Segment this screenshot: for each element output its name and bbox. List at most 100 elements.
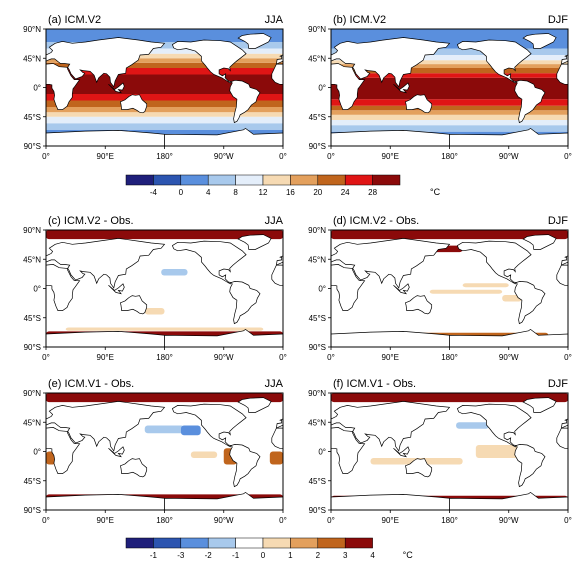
x-tick-label: 0° (564, 353, 572, 362)
x-tick-label: 0° (42, 353, 50, 362)
colorbar-label: 0 (179, 188, 184, 197)
sst-band (46, 112, 283, 117)
continent (449, 127, 568, 146)
continent (271, 427, 283, 449)
continent (237, 234, 272, 250)
continent (46, 37, 166, 88)
continent (404, 458, 433, 478)
continent (331, 427, 366, 474)
x-tick-label: 180° (156, 152, 173, 161)
continent (164, 491, 283, 510)
y-tick-label: 45°N (23, 418, 41, 427)
y-tick-label: 90°S (309, 142, 326, 151)
colorbar-swatch (235, 174, 264, 186)
continent (393, 283, 410, 295)
bias-patch (190, 451, 218, 458)
colorbar-label: 12 (259, 188, 268, 197)
colorbar-swatch (153, 174, 182, 186)
x-tick-label: 0° (42, 516, 50, 525)
continent (46, 427, 81, 474)
continent (331, 264, 366, 311)
colorbar-label: -1 (232, 551, 240, 560)
colorbar-swatch (153, 537, 182, 549)
sst-band (331, 99, 568, 106)
continent (164, 127, 283, 146)
colorbar-swatch (180, 537, 209, 549)
colorbar-swatch (290, 537, 319, 549)
colorbar-swatch (207, 537, 236, 549)
season-label: JJA (265, 14, 284, 26)
y-tick-label: 0° (318, 84, 326, 93)
bias-patch (180, 425, 201, 436)
colorbar-swatch (290, 174, 319, 186)
continent (393, 82, 410, 94)
y-tick-label: 45°N (308, 54, 326, 63)
sst-band (46, 94, 283, 101)
sst-band (331, 120, 568, 126)
y-tick-label: 45°N (308, 418, 326, 427)
colorbar-label: 24 (341, 188, 350, 197)
x-tick-label: 0° (279, 353, 287, 362)
bias-patch (462, 283, 509, 288)
bias-patch (429, 289, 503, 294)
sst-band (46, 53, 283, 59)
x-tick-label: 0° (327, 353, 335, 362)
continent (271, 264, 283, 286)
colorbar-unit: °C (403, 550, 414, 560)
x-tick-label: 0° (279, 516, 287, 525)
y-tick-label: 90°S (309, 506, 326, 515)
continent (456, 240, 532, 285)
sst-band (331, 105, 568, 111)
sst-band (331, 60, 568, 65)
y-tick-label: 90°S (24, 142, 41, 151)
bias-patch (144, 425, 185, 434)
x-tick-label: 0° (564, 152, 572, 161)
y-tick-label: 90°N (23, 226, 41, 235)
map-panel-4: (d) ICM.V2 - Obs. DJF 0° 90°E 180° 90°W 0° 90°N… (308, 215, 572, 362)
colorbar-label: -1 (150, 551, 158, 560)
map-panel-3: (c) ICM.V2 - Obs. JJA 0° 90°E 180° 90°W 0° 90°N… (23, 215, 287, 362)
map-plot-area (331, 393, 568, 510)
colorbar-label: 4 (206, 188, 211, 197)
continent (449, 328, 568, 347)
map-panel-2: (b) ICM.V2 DJF 0° 90°E 180° 90°W 0° 90°N 45°N 0° 4… (308, 14, 572, 161)
y-tick-label: 0° (33, 84, 41, 93)
continent (514, 281, 546, 325)
sst-band (331, 73, 568, 78)
y-tick-label: 0° (33, 285, 41, 294)
map-plot-area (331, 29, 568, 146)
map-plot-area (46, 29, 283, 146)
season-label: JJA (265, 215, 284, 227)
panel-title: (e) ICM.V1 - Obs. (48, 378, 134, 390)
bias-patch (144, 308, 165, 315)
continent (237, 33, 272, 49)
continent (46, 494, 165, 510)
panel-title: (b) ICM.V2 (333, 14, 386, 26)
colorbar-swatch (372, 174, 401, 186)
x-tick-label: 90°E (382, 152, 399, 161)
continent (275, 418, 283, 429)
season-label: DJF (548, 378, 568, 390)
continent (556, 63, 568, 85)
continent (404, 94, 433, 114)
continent (237, 397, 272, 413)
map-plot-area (46, 393, 283, 510)
continent (449, 491, 568, 510)
continent (560, 255, 568, 266)
continent (456, 403, 532, 448)
continent (556, 427, 568, 449)
x-tick-label: 0° (327, 152, 335, 161)
x-tick-label: 90°W (499, 152, 519, 161)
sst-band (46, 107, 283, 113)
bias-patch (269, 451, 283, 465)
colorbar-swatch (317, 537, 346, 549)
colorbar-label: 16 (286, 188, 295, 197)
colorbar-label: 28 (368, 188, 377, 197)
y-tick-label: 90°S (309, 343, 326, 352)
bias-patch (243, 259, 264, 269)
colorbar-label: 3 (343, 551, 348, 560)
continent (514, 79, 546, 124)
colorbar-label: 2 (316, 551, 321, 560)
y-tick-label: 90°N (308, 25, 326, 34)
